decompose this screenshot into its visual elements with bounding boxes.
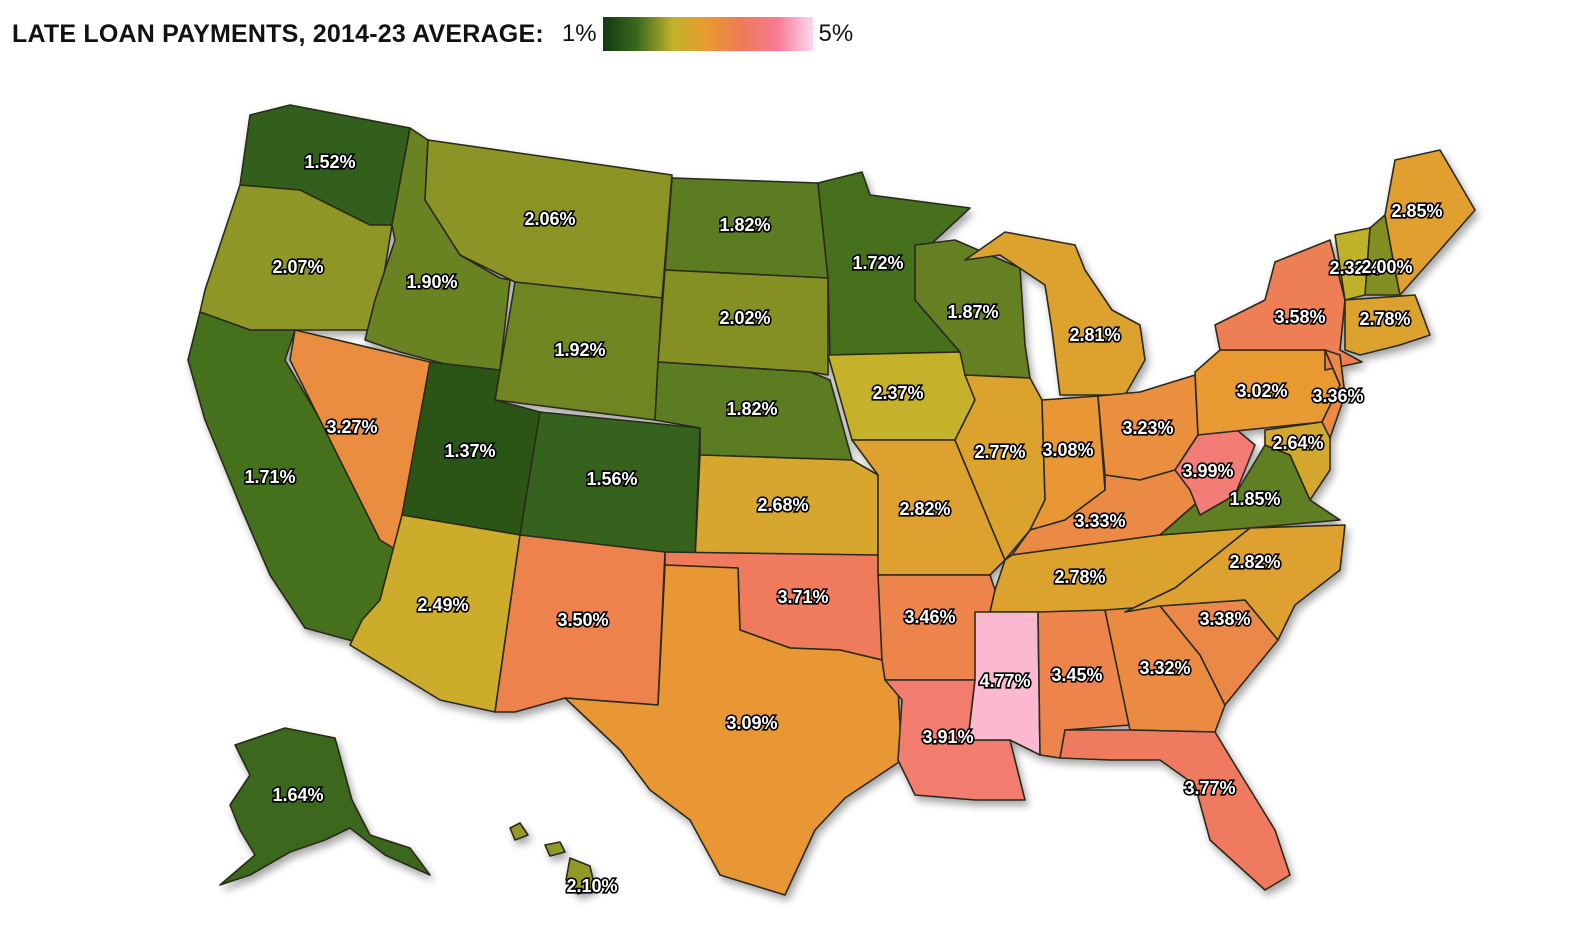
value-label-il: 2.77% xyxy=(974,442,1025,462)
value-label-ut: 1.37% xyxy=(444,441,495,461)
value-label-in: 3.08% xyxy=(1042,440,1093,460)
value-label-ms: 4.77% xyxy=(979,671,1030,691)
value-label-pa: 3.02% xyxy=(1236,381,1287,401)
value-label-vt: 2.32% xyxy=(1329,258,1380,278)
value-label-hi: 2.10% xyxy=(566,876,617,896)
value-label-va: 1.85% xyxy=(1229,489,1280,509)
value-label-oh: 3.23% xyxy=(1122,418,1173,438)
value-label-la: 3.91% xyxy=(922,727,973,747)
value-label-ak: 1.64% xyxy=(272,785,323,805)
value-label-mt: 2.06% xyxy=(524,209,575,229)
value-label-mn: 1.72% xyxy=(852,253,903,273)
value-label-wa: 1.52% xyxy=(304,152,355,172)
value-label-tn: 2.78% xyxy=(1054,567,1105,587)
value-label-nm: 3.50% xyxy=(557,610,608,630)
value-label-ky: 3.33% xyxy=(1074,511,1125,531)
value-label-nc: 2.82% xyxy=(1229,552,1280,572)
legend-color-bar xyxy=(602,17,813,51)
value-label-id: 1.90% xyxy=(406,272,457,292)
state-nc xyxy=(1124,524,1346,641)
state-il xyxy=(954,374,1046,561)
legend-gradient xyxy=(602,17,813,51)
value-label-or: 2.07% xyxy=(272,257,323,277)
value-label-ia: 2.37% xyxy=(872,383,923,403)
value-label-tx: 3.09% xyxy=(726,713,777,733)
state-ct xyxy=(1344,294,1431,356)
value-label-ca: 1.71% xyxy=(244,467,295,487)
value-label-az: 2.49% xyxy=(417,595,468,615)
value-label-mo: 2.82% xyxy=(899,499,950,519)
state-tx xyxy=(564,564,903,896)
value-label-nh: 2.00% xyxy=(1361,257,1412,277)
state-sd xyxy=(657,269,829,376)
value-label-ne: 1.82% xyxy=(726,399,777,419)
legend-max-label: 5% xyxy=(818,20,854,47)
value-label-wy: 1.92% xyxy=(554,340,605,360)
value-label-me: 2.85% xyxy=(1391,201,1442,221)
value-label-fl: 3.77% xyxy=(1184,778,1235,798)
state-me xyxy=(1384,149,1476,296)
state-mi xyxy=(964,231,1146,396)
states-layer xyxy=(187,104,1476,896)
value-label-wv: 3.99% xyxy=(1182,461,1233,481)
value-label-md: 2.64% xyxy=(1272,433,1323,453)
value-label-sd: 2.02% xyxy=(719,308,770,328)
value-label-ok: 3.71% xyxy=(777,587,828,607)
value-label-co: 1.56% xyxy=(586,469,637,489)
value-label-ar: 3.46% xyxy=(904,607,955,627)
value-label-mi: 2.81% xyxy=(1069,325,1120,345)
state-md xyxy=(1264,421,1331,501)
state-hi xyxy=(509,822,596,895)
value-label-sc: 3.38% xyxy=(1199,609,1250,629)
state-ak xyxy=(219,727,431,886)
legend-min-label: 1% xyxy=(561,20,597,47)
value-label-ny: 3.58% xyxy=(1274,307,1325,327)
labels-layer: 1.52% 2.07% 1.71% 1.90% 3.27% 2.06% 1.92% 1.37%… xyxy=(243,150,1444,897)
value-label-ct: 2.78% xyxy=(1359,309,1410,329)
legend: LATE LOAN PAYMENTS, 2014-23 AVERAGE: 1% … xyxy=(12,14,853,54)
value-label-wi: 1.87% xyxy=(947,302,998,322)
value-label-ga: 3.32% xyxy=(1139,658,1190,678)
legend-title: LATE LOAN PAYMENTS, 2014-23 AVERAGE: xyxy=(12,19,544,48)
value-label-nv: 3.27% xyxy=(326,417,377,437)
value-label-nj: 3.36% xyxy=(1312,386,1363,406)
value-label-nd: 1.82% xyxy=(719,215,770,235)
state-fl xyxy=(1059,729,1291,891)
value-label-al: 3.45% xyxy=(1051,665,1102,685)
state-nv xyxy=(289,329,431,553)
value-label-ks: 2.68% xyxy=(757,495,808,515)
